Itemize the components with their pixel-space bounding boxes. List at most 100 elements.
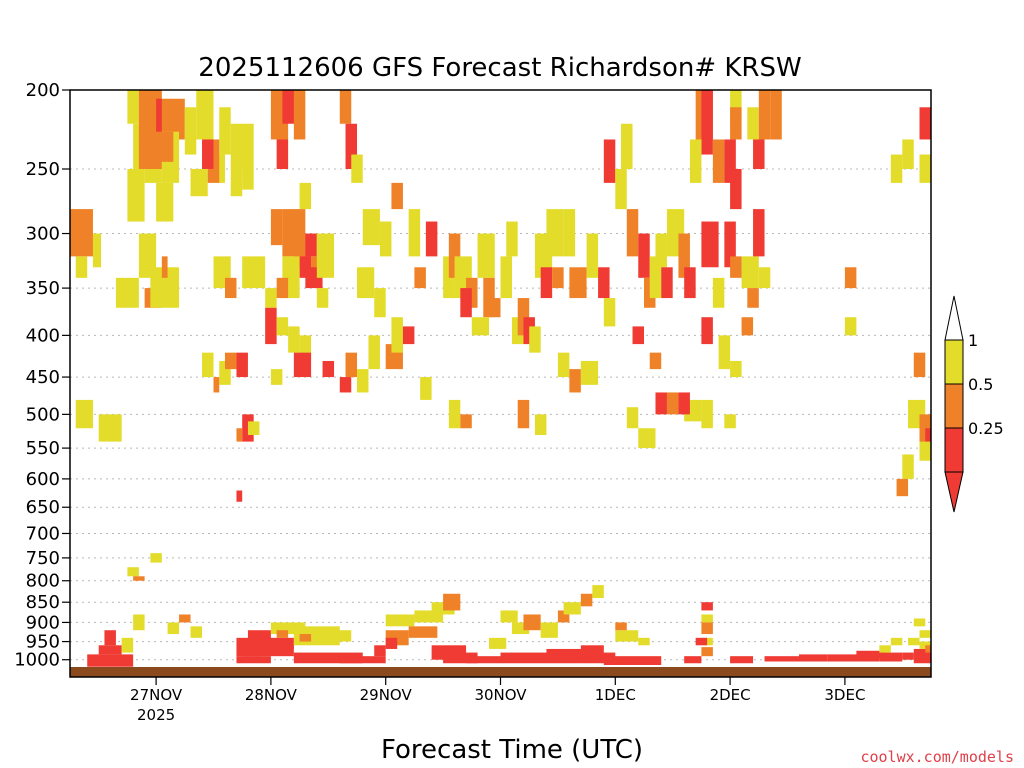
ri-cell	[265, 307, 277, 345]
ri-cell	[224, 352, 237, 370]
ri-cell	[299, 256, 312, 278]
ri-cell	[741, 317, 754, 336]
x-tick-label: 30NOV	[474, 686, 527, 704]
ri-cell	[242, 168, 254, 190]
ri-cell	[270, 369, 283, 385]
credit-text: coolwx.com/models	[860, 748, 1014, 766]
ri-cell	[569, 267, 587, 299]
ri-cell	[276, 277, 289, 299]
legend-label: 0.25	[968, 419, 1004, 438]
ri-cell	[879, 652, 903, 662]
ri-cell	[701, 602, 713, 611]
ri-cell	[374, 645, 386, 657]
legend-arrow-bottom	[944, 471, 964, 513]
ri-cell	[121, 637, 134, 653]
ri-cell	[357, 369, 369, 393]
ri-cell	[580, 645, 604, 657]
ri-cell	[919, 641, 931, 649]
legend-swatch	[944, 427, 964, 473]
ri-cell	[236, 656, 271, 664]
ri-cell	[127, 567, 139, 577]
ri-cell	[701, 622, 713, 635]
ri-cell	[339, 377, 352, 393]
ri-cell	[374, 288, 386, 318]
heatmap-cells	[70, 90, 931, 667]
y-tick-label: 800	[26, 571, 60, 592]
ri-cell	[138, 233, 157, 278]
ri-cell	[75, 256, 88, 278]
ri-cell	[156, 98, 162, 155]
ri-cell	[902, 454, 914, 479]
ri-cell	[684, 267, 696, 299]
ri-cell	[104, 630, 116, 646]
ri-cell	[913, 618, 926, 627]
ri-cell	[753, 209, 765, 257]
ri-cell	[925, 645, 931, 653]
ri-cell	[701, 614, 713, 623]
ri-cell	[98, 645, 122, 655]
ri-cell	[724, 414, 736, 429]
ri-cell	[730, 90, 742, 124]
ri-cell	[339, 656, 386, 664]
ri-cell	[127, 168, 145, 222]
ri-cell	[603, 656, 662, 665]
ri-cell	[919, 630, 931, 638]
ground-surface	[70, 667, 931, 677]
ri-cell	[718, 335, 731, 370]
ri-cell	[603, 139, 616, 183]
ri-cell	[701, 637, 713, 646]
ri-cell	[684, 656, 702, 664]
ri-cell	[546, 648, 593, 658]
ri-cell	[133, 614, 145, 631]
ri-cell	[500, 610, 518, 623]
y-tick-label: 300	[26, 224, 60, 245]
ri-cell	[747, 107, 759, 140]
ri-cell	[247, 421, 260, 435]
ri-cell	[580, 593, 593, 607]
ri-cell	[477, 233, 495, 278]
ri-cell	[908, 637, 920, 646]
ri-cell	[92, 233, 101, 268]
ri-cell	[339, 90, 352, 124]
ri-cell	[322, 360, 335, 378]
ri-cell	[557, 610, 570, 623]
y-tick-label: 500	[26, 404, 60, 425]
ri-cell	[270, 209, 283, 246]
ri-cell	[563, 209, 576, 257]
legend-swatch	[944, 339, 964, 385]
y-tick-label: 550	[26, 438, 60, 459]
ri-cell	[316, 630, 352, 642]
ri-cell	[844, 267, 857, 289]
ri-cell	[724, 139, 736, 183]
ri-cell	[701, 317, 713, 345]
y-tick-label: 200	[26, 80, 60, 101]
ri-cell	[127, 90, 139, 124]
ri-cell	[724, 221, 736, 268]
ri-cell	[150, 553, 162, 563]
ri-cell	[190, 168, 208, 197]
plot-area	[69, 89, 932, 678]
ri-cell	[351, 154, 363, 183]
ri-cell	[202, 352, 214, 378]
ri-cell	[730, 656, 754, 664]
ri-cell	[443, 652, 478, 664]
ri-cell	[270, 622, 306, 635]
ri-cell	[890, 154, 903, 183]
ri-cell	[741, 256, 759, 289]
ri-cell	[385, 637, 398, 649]
y-tick-label: 750	[26, 548, 60, 569]
ri-cell	[580, 360, 599, 385]
x-tick-label: 2DEC	[710, 686, 751, 704]
y-tick-label: 1000	[14, 650, 60, 671]
ri-cell	[546, 209, 564, 257]
ri-cell	[638, 428, 656, 449]
ri-cell	[890, 637, 903, 646]
ri-cell	[276, 630, 289, 638]
ri-cell	[730, 256, 742, 278]
legend-label: 1	[968, 331, 978, 350]
ri-cell	[638, 233, 650, 278]
ri-cell	[557, 352, 570, 378]
y-tick-label: 950	[26, 632, 60, 653]
ri-cell	[592, 585, 604, 599]
ri-cell	[689, 139, 702, 183]
